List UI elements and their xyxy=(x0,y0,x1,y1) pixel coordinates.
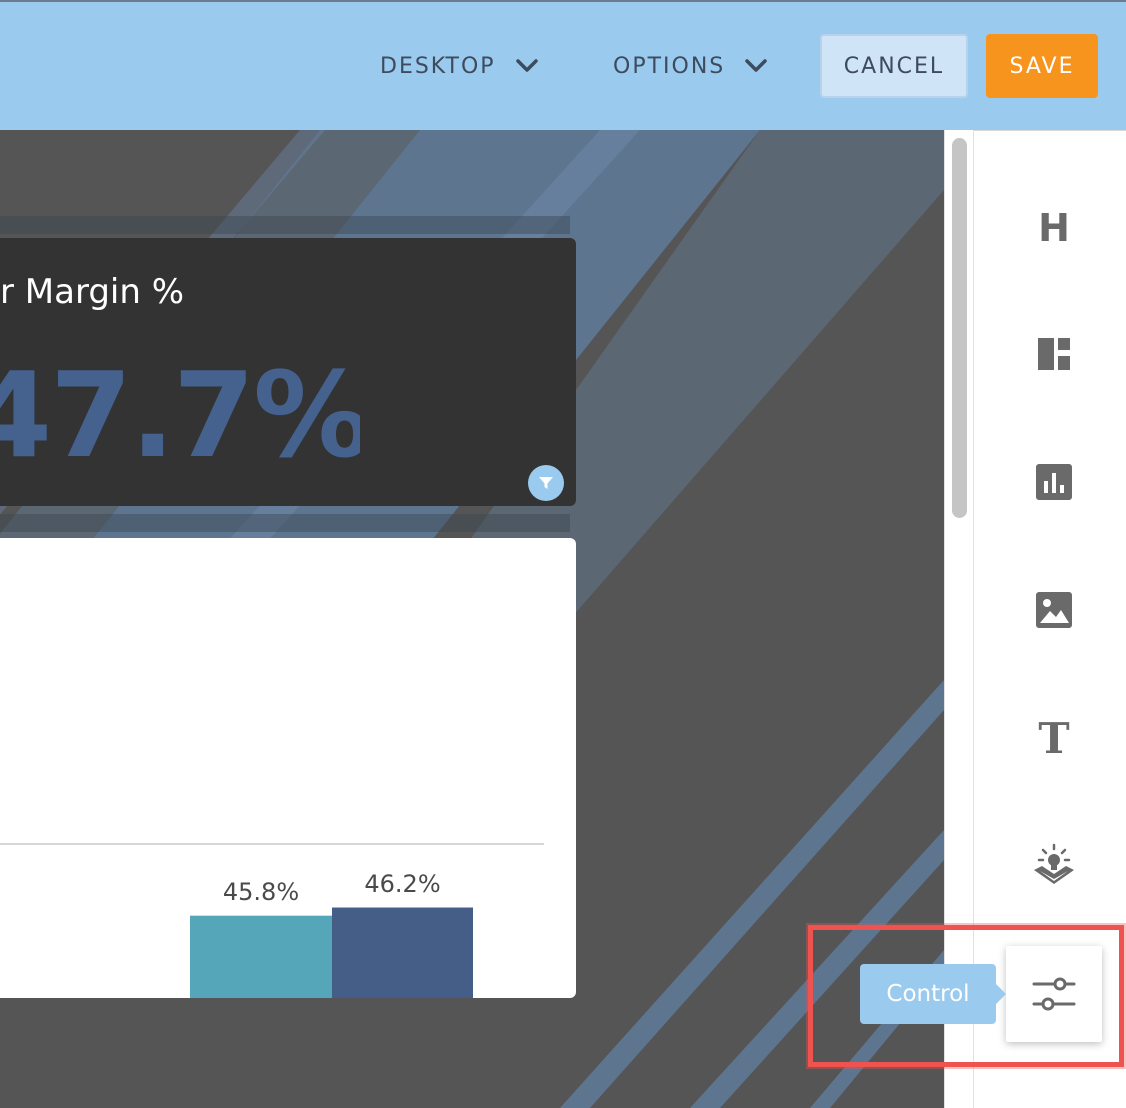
chart-tool-button[interactable] xyxy=(1024,452,1084,512)
kpi-title: r Margin % xyxy=(0,272,185,312)
bar[interactable] xyxy=(190,915,332,998)
options-dropdown-label: OPTIONS xyxy=(613,53,726,79)
filter-icon xyxy=(539,477,553,489)
kpi-card[interactable] xyxy=(0,238,576,506)
desktop-dropdown-label: DESKTOP xyxy=(380,53,496,79)
layout-tool-button[interactable] xyxy=(1024,324,1084,384)
control-tooltip: Control xyxy=(860,964,996,1024)
chevron-down-icon xyxy=(515,59,538,72)
text-tool-button[interactable]: T xyxy=(1024,708,1084,768)
desktop-dropdown[interactable]: DESKTOP xyxy=(380,44,540,88)
image-tool-button[interactable] xyxy=(1024,580,1084,640)
bar-chart xyxy=(0,843,544,998)
layout-icon xyxy=(1038,338,1070,370)
data-label: 45.8% xyxy=(222,877,300,906)
header-tool-button[interactable]: H xyxy=(1024,198,1084,258)
chart-card[interactable]: 37.9% 45.8% 46.2% 35.0% xyxy=(0,538,576,998)
insights-tool-button[interactable] xyxy=(1024,836,1084,896)
header-icon: H xyxy=(1038,206,1070,250)
kpi-card-shadow xyxy=(0,216,570,234)
kpi-value: 47.7% xyxy=(0,346,360,484)
control-tool-button[interactable] xyxy=(1006,946,1102,1042)
data-label: 46.2% xyxy=(364,869,441,898)
scrollbar-thumb[interactable] xyxy=(952,138,967,518)
chart-icon xyxy=(1036,464,1072,500)
sliders-icon xyxy=(1032,977,1076,1011)
filter-badge[interactable] xyxy=(528,465,564,501)
tooltip-arrow xyxy=(995,983,1006,1005)
chevron-down-icon xyxy=(745,59,767,72)
image-icon xyxy=(1036,592,1072,628)
bar[interactable] xyxy=(332,907,473,998)
options-dropdown[interactable]: OPTIONS xyxy=(613,44,769,88)
chart-card-shadow xyxy=(0,514,570,532)
insights-icon xyxy=(1034,843,1074,884)
text-icon: T xyxy=(1038,713,1070,763)
save-button[interactable]: SAVE xyxy=(986,34,1098,98)
cancel-button[interactable]: CANCEL xyxy=(820,34,968,98)
